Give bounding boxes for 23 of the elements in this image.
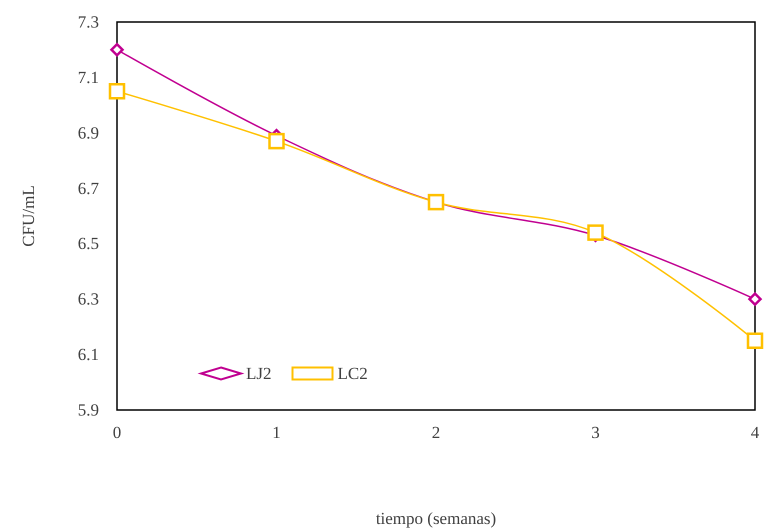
point <box>110 42 124 56</box>
point <box>268 132 285 150</box>
x-tick-label: 2 <box>432 423 440 442</box>
x-tick-label: 0 <box>112 423 122 442</box>
y-tick-label: 7.3 <box>78 12 99 32</box>
y-tick-label: 6.7 <box>78 178 100 198</box>
legend-label: LJ2 <box>246 364 272 383</box>
point <box>108 83 126 100</box>
legend-label: LC2 <box>338 364 368 383</box>
x-tick-label: 3 <box>591 423 600 442</box>
y-tick-label: 6.3 <box>78 290 99 309</box>
point <box>587 224 604 241</box>
y-tick-label: 5.9 <box>78 400 99 420</box>
point <box>748 292 762 306</box>
y-tick-label: 7.1 <box>78 68 99 87</box>
y-tick-label: 6.9 <box>78 123 99 142</box>
y-tick-label: 6.1 <box>78 345 99 364</box>
x-tick-label: 1 <box>272 423 281 442</box>
x-axis-title: tiempo (semanas) <box>376 509 496 528</box>
x-tick-label: 4 <box>750 423 760 442</box>
y-tick-label: 6.5 <box>78 234 99 254</box>
point <box>746 332 764 349</box>
y-axis-title: CFU/mL <box>19 185 38 247</box>
